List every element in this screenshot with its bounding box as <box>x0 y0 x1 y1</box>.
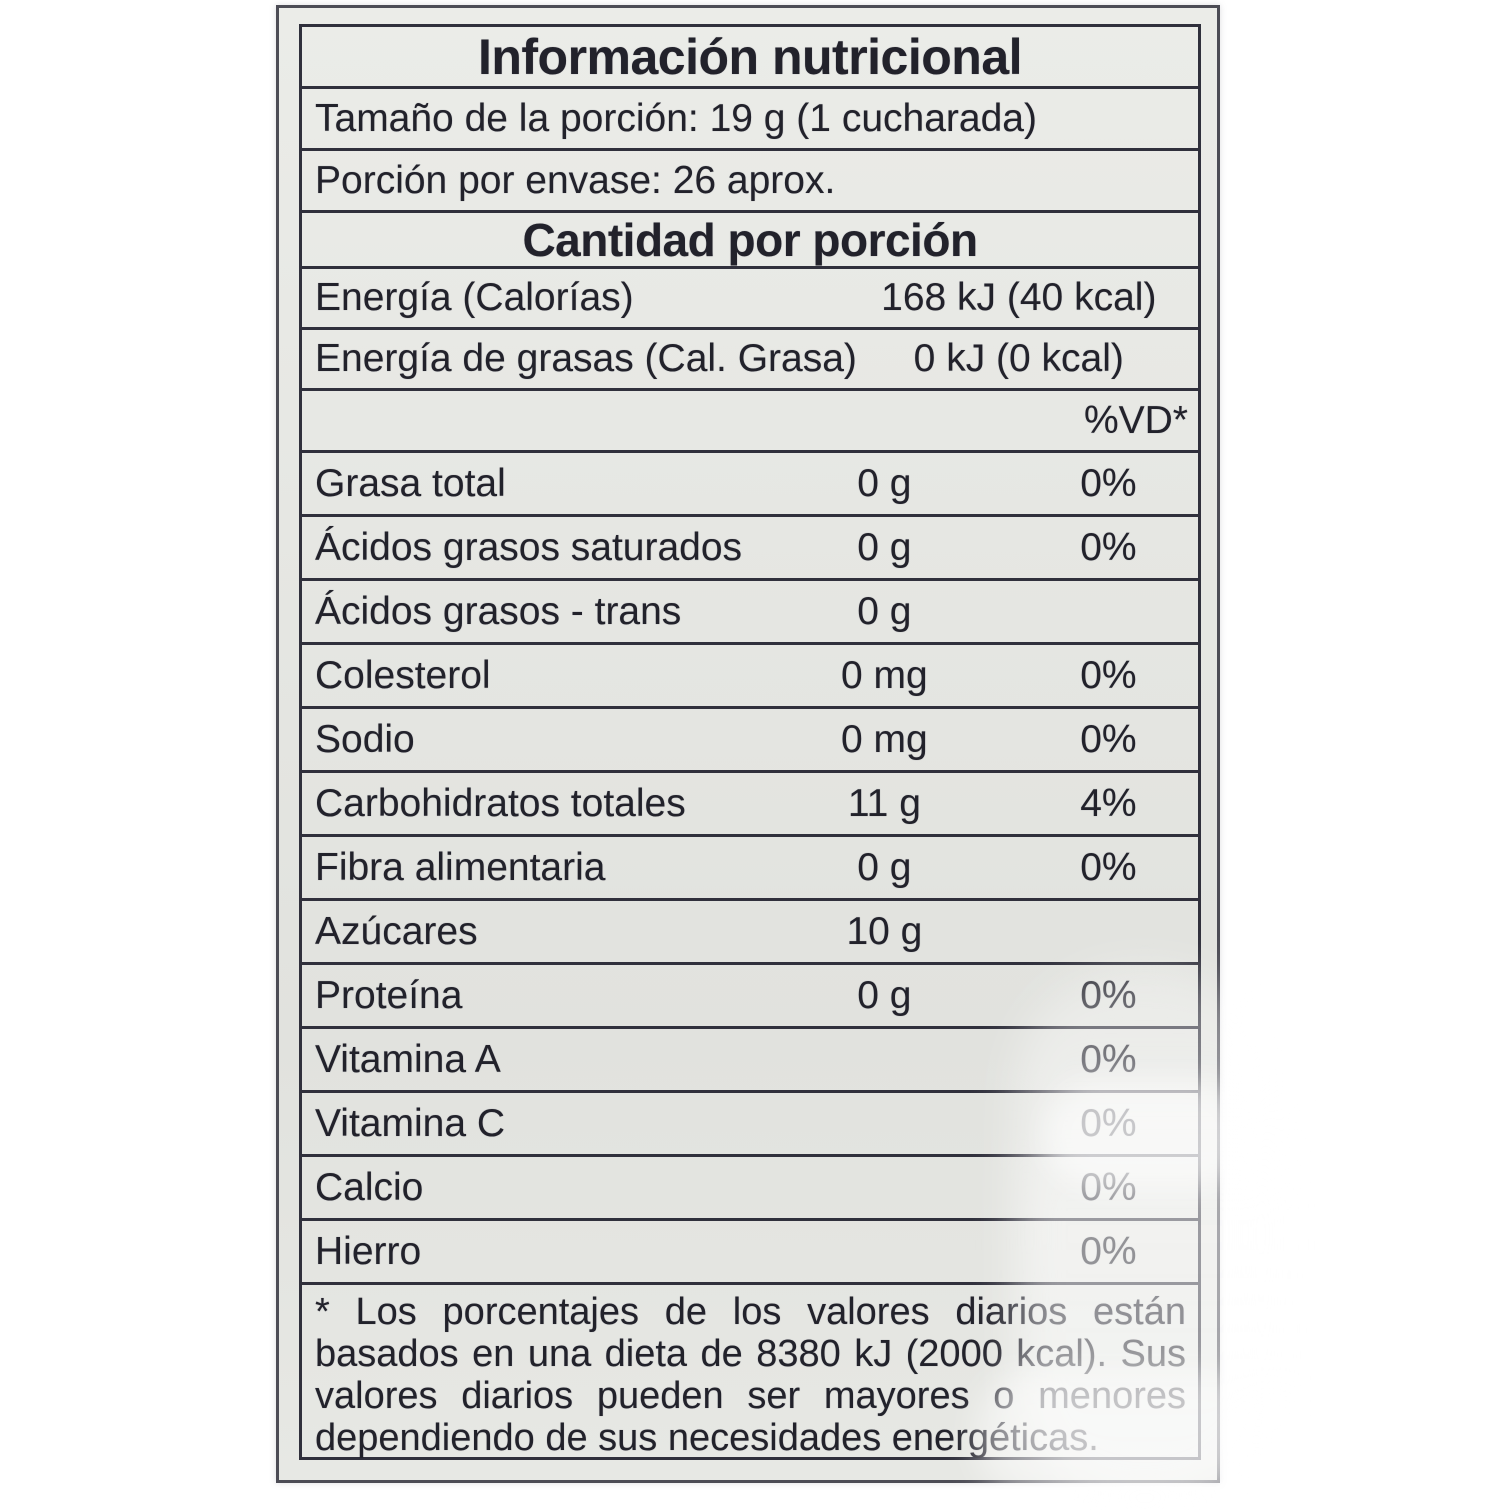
nutrition-table: Información nutricional Tamaño de la por… <box>299 24 1201 1460</box>
table-row: Vitamina C 0% <box>302 1093 1198 1157</box>
nutrient-name: Fibra alimentaria <box>315 845 606 889</box>
daily-value-header: %VD* <box>302 391 1198 453</box>
nutrient-amount: 0 g <box>857 973 912 1017</box>
nutrient-name: Grasa total <box>315 461 506 505</box>
nutrition-label: Información nutricional Tamaño de la por… <box>276 5 1220 1483</box>
table-row: Grasa total 0 g 0% <box>302 453 1198 517</box>
energy-name: Energía (Calorías) <box>315 276 634 319</box>
nutrient-name: Sodio <box>315 717 415 761</box>
table-row: Vitamina A 0% <box>302 1029 1198 1093</box>
nutrient-dv: 0% <box>1080 461 1137 505</box>
energy-fat-row: Energía de grasas (Cal. Grasa) 0 kJ (0 k… <box>302 330 1198 391</box>
table-row: Azúcares 10 g <box>302 901 1198 965</box>
nutrient-amount: 11 g <box>847 781 921 825</box>
nutrient-name: Ácidos grasos saturados <box>315 525 743 569</box>
table-row: Proteína 0 g 0% <box>302 965 1198 1029</box>
nutrient-name: Azúcares <box>315 909 478 953</box>
nutrient-amount: 0 g <box>857 589 912 633</box>
nutrient-dv: 0% <box>1080 717 1137 761</box>
table-row: Carbohidratos totales 11 g 4% <box>302 773 1198 837</box>
nutrient-dv: 0% <box>1080 1101 1137 1145</box>
nutrient-name: Carbohidratos totales <box>315 781 686 825</box>
nutrient-amount: 0 mg <box>841 717 928 761</box>
nutrient-amount: 0 g <box>857 845 912 889</box>
energy-fat-name: Energía de grasas (Cal. Grasa) <box>315 337 857 380</box>
table-row: Fibra alimentaria 0 g 0% <box>302 837 1198 901</box>
nutrient-dv: 0% <box>1080 653 1137 697</box>
nutrient-dv: 0% <box>1080 1037 1137 1081</box>
energy-row: Energía (Calorías) 168 kJ (40 kcal) <box>302 269 1198 330</box>
table-row: Ácidos grasos saturados 0 g 0% <box>302 517 1198 581</box>
footnote: * Los porcentajes de los valores diarios… <box>315 1291 1186 1459</box>
servings-per-container-row: Porción por envase: 26 aprox. <box>302 151 1198 213</box>
nutrient-dv: 0% <box>1080 1165 1137 1209</box>
table-row: Hierro 0% <box>302 1221 1198 1285</box>
table-row: Sodio 0 mg 0% <box>302 709 1198 773</box>
nutrient-name: Ácidos grasos - trans <box>315 589 682 633</box>
table-row: Ácidos grasos - trans 0 g <box>302 581 1198 645</box>
nutrient-name: Vitamina A <box>315 1037 501 1081</box>
nutrient-dv: 0% <box>1080 525 1137 569</box>
nutrient-name: Vitamina C <box>315 1101 506 1145</box>
nutrient-amount: 10 g <box>846 909 923 953</box>
amount-per-serving-header: Cantidad por porción <box>302 213 1198 269</box>
table-row: Colesterol 0 mg 0% <box>302 645 1198 709</box>
nutrient-name: Calcio <box>315 1165 424 1209</box>
nutrient-dv: 0% <box>1080 845 1137 889</box>
nutrient-amount: 0 g <box>857 461 912 505</box>
label-title: Información nutricional <box>302 27 1198 89</box>
nutrient-name: Colesterol <box>315 653 491 697</box>
nutrient-amount: 0 g <box>857 525 912 569</box>
nutrient-name: Hierro <box>315 1229 422 1273</box>
energy-fat-value: 0 kJ (0 kcal) <box>913 337 1124 380</box>
serving-size-row: Tamaño de la porción: 19 g (1 cucharada) <box>302 89 1198 151</box>
nutrient-amount: 0 mg <box>841 653 928 697</box>
table-row: Calcio 0% <box>302 1157 1198 1221</box>
nutrient-dv: 4% <box>1080 781 1137 825</box>
nutrient-dv: 0% <box>1080 1229 1137 1273</box>
energy-value: 168 kJ (40 kcal) <box>881 276 1157 319</box>
nutrient-dv: 0% <box>1080 973 1137 1017</box>
nutrient-name: Proteína <box>315 973 463 1017</box>
